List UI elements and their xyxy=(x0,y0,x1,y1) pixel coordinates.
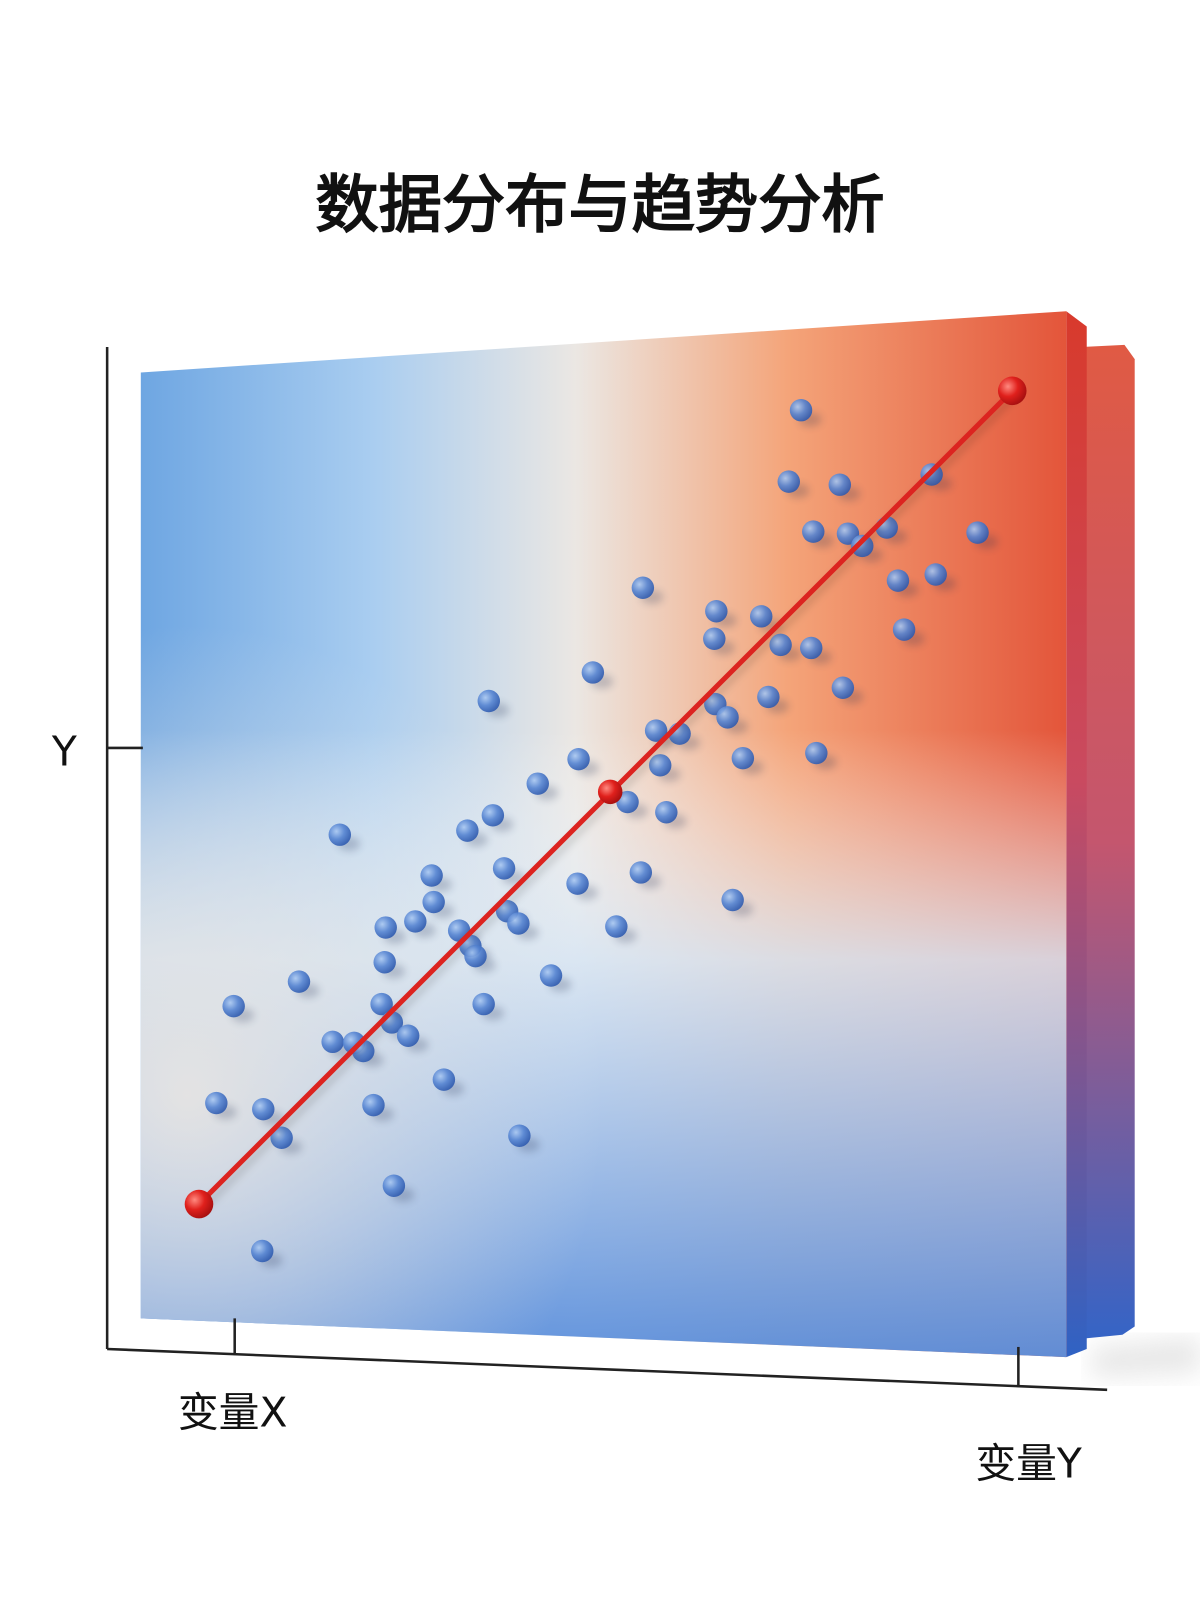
dot xyxy=(828,473,852,496)
dot xyxy=(831,676,855,699)
dot xyxy=(581,661,605,684)
dot xyxy=(222,994,245,1018)
panel-side xyxy=(1066,311,1087,1358)
dot xyxy=(362,1093,385,1117)
dot xyxy=(629,861,653,884)
dot xyxy=(644,719,668,742)
dot xyxy=(539,964,563,987)
scatter-dots xyxy=(205,398,998,1268)
dot xyxy=(655,801,678,824)
dot xyxy=(750,605,773,628)
dot xyxy=(205,1091,228,1115)
dot xyxy=(526,772,549,795)
dot xyxy=(252,1097,275,1121)
y-axis-label: Y xyxy=(51,727,77,775)
dot xyxy=(777,470,800,493)
dot xyxy=(703,627,726,650)
shadow xyxy=(1091,1336,1200,1378)
dot xyxy=(251,1239,274,1263)
dot xyxy=(420,864,443,887)
dot xyxy=(492,857,516,880)
dot xyxy=(567,747,590,771)
dot xyxy=(321,1030,344,1054)
back-panel xyxy=(1081,344,1135,1339)
dot xyxy=(757,685,780,709)
trend-point xyxy=(997,376,1027,406)
dot xyxy=(477,689,500,713)
dot xyxy=(508,1124,531,1147)
axes xyxy=(105,346,1108,1392)
dot xyxy=(432,1068,456,1091)
x-axis-label: 变量Y xyxy=(975,1440,1082,1488)
dot xyxy=(396,1024,420,1047)
x-axis-label: 变量X xyxy=(178,1389,288,1437)
dot xyxy=(456,819,479,842)
dot xyxy=(472,992,495,1016)
dot xyxy=(721,888,744,912)
dot xyxy=(886,569,910,592)
dot xyxy=(605,915,628,938)
dot xyxy=(616,790,639,814)
dot xyxy=(731,746,755,770)
dot xyxy=(328,823,352,846)
dot xyxy=(802,520,825,543)
dot xyxy=(716,706,739,729)
dot xyxy=(370,992,393,1016)
dot xyxy=(404,910,427,933)
dot xyxy=(566,872,589,895)
dot xyxy=(966,521,989,544)
dot xyxy=(373,951,396,974)
dot xyxy=(374,916,397,939)
dot xyxy=(464,944,487,968)
dot xyxy=(481,804,505,827)
title: 数据分布与趋势分析 xyxy=(315,168,884,242)
dot xyxy=(382,1174,406,1197)
dot xyxy=(507,912,530,935)
trend-point xyxy=(184,1189,214,1219)
dot xyxy=(924,563,947,586)
dot xyxy=(805,741,828,765)
dot xyxy=(631,576,655,599)
dot xyxy=(789,398,813,422)
dot xyxy=(705,600,728,623)
dot xyxy=(800,636,823,660)
dot xyxy=(892,618,916,641)
dot xyxy=(287,970,311,993)
trend-point xyxy=(597,779,623,805)
dot xyxy=(422,890,445,914)
